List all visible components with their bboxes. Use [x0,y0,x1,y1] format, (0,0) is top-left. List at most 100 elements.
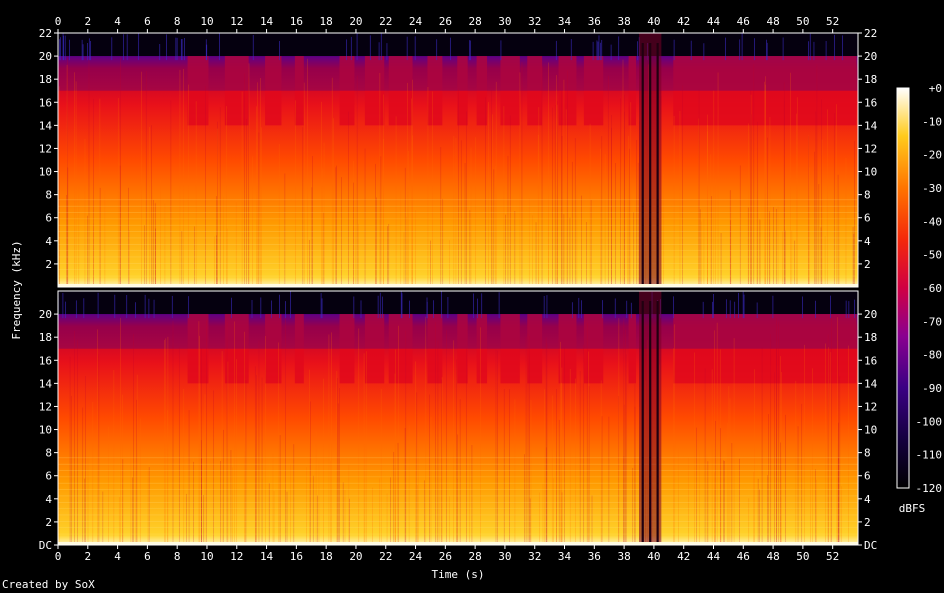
hf-burst [628,56,637,126]
y-tick-label: 18 [864,73,877,86]
colorbar-tick-label: -40 [922,215,942,228]
y-tick-label: 2 [45,258,52,271]
hf-burst [500,314,520,384]
y-tick-label: 4 [45,235,52,248]
x-tick-label: 18 [320,15,333,28]
y-tick-label: 8 [864,189,871,202]
hf-burst [388,56,413,126]
colorbar-tick-label: -110 [916,449,943,462]
x-tick-label: 4 [114,15,121,28]
hf-burst [476,56,488,126]
x-tick-label: 16 [290,550,303,563]
colorbar-tick-label: -120 [916,482,943,495]
hf-burst [583,314,604,384]
y-tick-label: 10 [864,166,877,179]
spectrogram-panel-left-channel [57,33,858,287]
hf-burst [527,56,543,126]
x-tick-label: 26 [439,15,452,28]
spectrogram-panel-right-channel [57,291,859,545]
upper-band-haze [58,56,858,91]
hf-burst [339,314,355,384]
x-tick-label: 22 [379,550,392,563]
y-tick-label: 20 [864,50,877,63]
x-tick-label: 0 [55,550,62,563]
hf-burst [583,56,604,126]
hf-burst [265,314,282,384]
x-tick-label: 12 [230,550,243,563]
plot-frames [57,32,859,546]
y-tick-label: 10 [864,424,877,437]
colorbar-tick-label: -80 [922,349,942,362]
hf-burst [427,314,443,384]
colorbar-tick-label: -60 [922,282,942,295]
y-tick-label: 10 [39,166,52,179]
x-tick-label: 32 [528,550,541,563]
x-tick-label: 30 [498,550,511,563]
y-tick-label: 12 [864,142,877,155]
x-tick-label: 30 [498,15,511,28]
colorbar-label: dBFS [899,502,926,515]
y-tick-label: 6 [45,470,52,483]
hf-burst [527,314,543,384]
hf-burst [187,56,209,126]
x-tick-label: 52 [826,550,839,563]
y-axis-label: Frequency (kHz) [10,240,23,339]
colorbar [896,87,910,489]
x-tick-label: 32 [528,15,541,28]
x-tick-label: 26 [439,550,452,563]
x-axis-label: Time (s) [432,568,485,581]
x-tick-label: 42 [677,550,690,563]
x-tick-label: 22 [379,15,392,28]
x-tick-label: 28 [469,15,482,28]
y-tick-label: 14 [39,377,53,390]
y-tick-label: DC [864,539,877,552]
x-tick-label: 44 [707,550,721,563]
x-tick-label: 38 [617,550,630,563]
x-tick-label: 2 [84,550,91,563]
x-tick-label: 2 [84,15,91,28]
x-tick-label: 48 [766,550,779,563]
y-tick-label: 10 [39,424,52,437]
x-tick-label: 24 [409,550,423,563]
x-tick-label: 10 [200,15,213,28]
x-tick-label: 20 [349,15,362,28]
y-tick-label: 4 [45,493,52,506]
plot-frame [57,32,859,288]
hf-burst [558,314,577,384]
x-tick-label: 50 [796,15,809,28]
hf-burst [364,314,385,384]
x-tick-label: 16 [290,15,303,28]
hf-burst [500,56,520,126]
y-tick-label: 22 [864,27,877,40]
hf-burst [265,56,282,126]
y-tick-label: 16 [864,354,877,367]
x-tick-label: 34 [558,15,572,28]
colorbar-tick-label: -30 [922,182,942,195]
hf-burst [628,314,637,384]
hf-burst [476,314,488,384]
colorbar-tick-label: -70 [922,315,942,328]
colorbar-tick-label: -20 [922,149,942,162]
y-tick-label: 14 [39,119,53,132]
hf-burst [673,56,857,126]
hf-burst [457,314,468,384]
y-tick-label: 20 [864,308,877,321]
x-tick-label: 10 [200,550,213,563]
y-tick-label: 12 [39,400,52,413]
y-tick-label: 16 [39,354,52,367]
x-tick-label: 14 [260,15,274,28]
hf-burst [364,56,385,126]
x-tick-label: 24 [409,15,423,28]
dc-strip [58,284,858,287]
hf-burst [558,56,577,126]
x-tick-label: 4 [114,550,121,563]
y-tick-label: 4 [864,493,871,506]
x-tick-label: 40 [647,15,660,28]
colorbar-ticks: +0 -10 -20 -30 -40 -50 -60 -70 -80 -90 -100 -110 -12… [916,82,943,495]
dc-strip [58,542,858,545]
above-cutoff-region [58,291,858,315]
x-tick-label: 0 [55,15,62,28]
y-tick-label: 8 [864,447,871,460]
x-tick-label: 18 [320,550,333,563]
